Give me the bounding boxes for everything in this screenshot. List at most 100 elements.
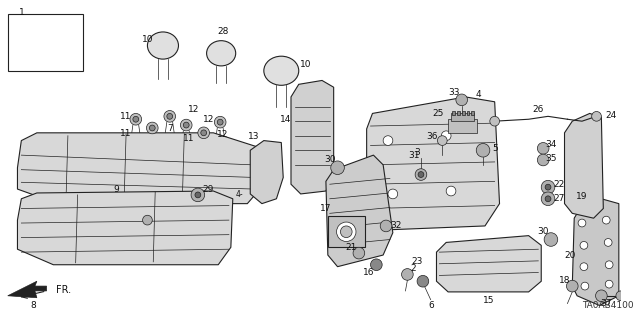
Text: 10: 10 [141,35,153,44]
Circle shape [180,119,192,131]
Text: 11: 11 [120,112,132,121]
Circle shape [133,116,139,122]
Polygon shape [367,97,500,230]
Polygon shape [8,281,47,298]
Circle shape [566,280,578,292]
Circle shape [446,186,456,196]
Text: 5: 5 [492,144,497,153]
Text: 21: 21 [346,243,357,252]
Circle shape [340,226,352,238]
Circle shape [371,259,382,271]
Circle shape [541,192,555,205]
Circle shape [545,196,551,202]
Circle shape [143,215,152,225]
Ellipse shape [264,56,299,85]
Text: 31: 31 [408,151,420,160]
Circle shape [149,125,155,131]
Circle shape [602,216,610,224]
Text: 4: 4 [476,90,481,99]
Text: 6: 6 [429,301,435,310]
Circle shape [401,269,413,280]
Circle shape [604,239,612,246]
Circle shape [616,291,626,300]
Text: 1: 1 [19,8,24,17]
Text: 16: 16 [363,268,374,277]
Bar [328,216,365,247]
Bar [467,111,470,115]
Circle shape [331,161,344,174]
Circle shape [388,189,397,199]
Circle shape [353,247,365,259]
Text: TA0AB4100: TA0AB4100 [582,301,634,310]
Text: 29: 29 [203,185,214,194]
Polygon shape [572,199,619,306]
Circle shape [541,180,555,194]
Bar [461,111,465,115]
Polygon shape [17,133,262,204]
Text: 35: 35 [545,153,557,163]
Text: 15: 15 [483,296,495,305]
Text: 24: 24 [605,111,617,120]
Circle shape [580,241,588,249]
Text: 11: 11 [184,134,195,143]
Circle shape [605,261,613,269]
Polygon shape [564,114,604,218]
Circle shape [383,136,393,145]
Circle shape [337,222,356,241]
Circle shape [217,119,223,125]
Circle shape [605,280,613,288]
Text: 33: 33 [448,88,460,97]
Circle shape [164,110,175,122]
Polygon shape [436,236,541,292]
Circle shape [544,233,557,246]
Text: 23: 23 [412,257,423,266]
Polygon shape [17,191,233,265]
Bar [448,119,477,133]
Circle shape [442,131,451,141]
Text: 4-: 4- [236,190,243,199]
Text: 9: 9 [113,185,119,194]
Text: 37: 37 [600,299,612,308]
Circle shape [147,122,158,134]
Polygon shape [250,141,284,204]
Text: 28: 28 [218,27,228,36]
Circle shape [538,143,549,154]
Text: FR.: FR. [56,285,72,295]
Polygon shape [326,155,393,267]
Text: 12: 12 [203,115,214,124]
Text: 3: 3 [414,148,420,157]
Circle shape [580,263,588,271]
Circle shape [201,130,207,136]
Circle shape [167,114,173,119]
Circle shape [476,144,490,157]
Circle shape [214,116,226,128]
Circle shape [380,220,392,232]
Text: 17: 17 [320,204,332,213]
Text: 34: 34 [545,140,557,149]
Text: 18: 18 [559,276,570,285]
Circle shape [596,290,607,301]
Text: 12: 12 [188,105,200,114]
Text: 14: 14 [280,115,291,124]
Circle shape [578,219,586,227]
Text: 27: 27 [553,194,564,203]
Circle shape [418,172,424,177]
Bar [452,111,455,115]
Circle shape [490,116,500,126]
Text: 32: 32 [390,221,401,230]
Text: 20: 20 [564,250,576,260]
Text: 30: 30 [324,155,335,165]
Text: 2: 2 [410,264,416,273]
Circle shape [581,282,589,290]
Bar [472,111,474,115]
Ellipse shape [147,32,179,59]
Ellipse shape [207,41,236,66]
Text: 13: 13 [248,132,260,141]
Circle shape [456,94,468,106]
Text: 30: 30 [538,227,549,236]
Text: 36: 36 [426,132,437,141]
Circle shape [198,127,209,139]
Circle shape [183,122,189,128]
Circle shape [195,192,201,198]
Circle shape [130,114,141,125]
